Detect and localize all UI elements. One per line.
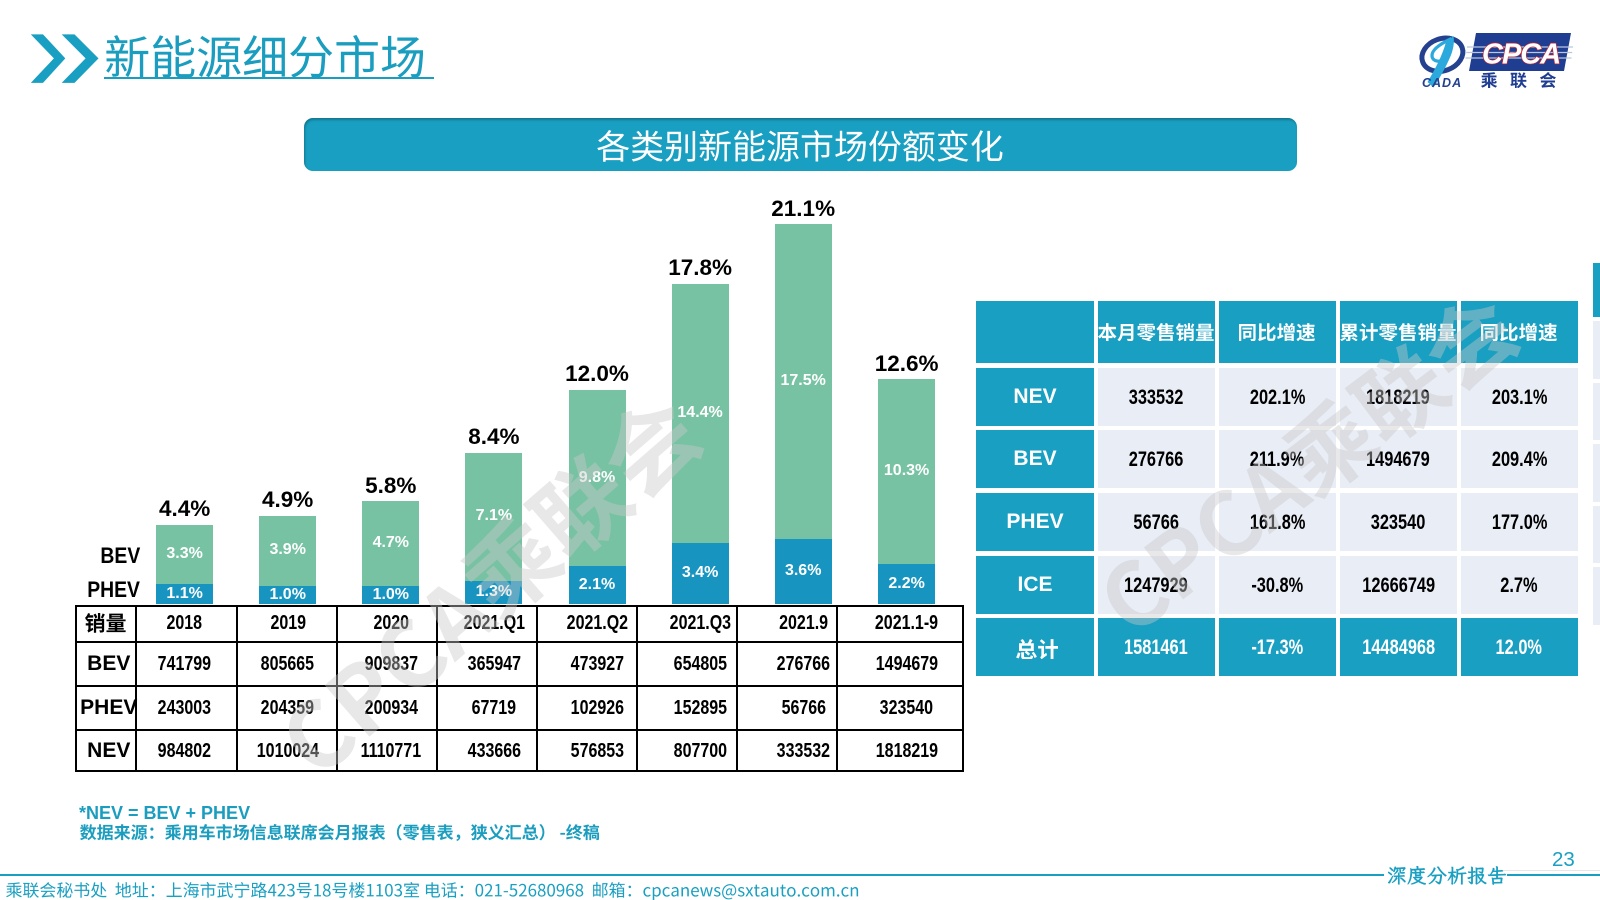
svg-text:CADA: CADA	[1422, 76, 1462, 90]
svg-text:CPCA: CPCA	[1482, 39, 1560, 71]
